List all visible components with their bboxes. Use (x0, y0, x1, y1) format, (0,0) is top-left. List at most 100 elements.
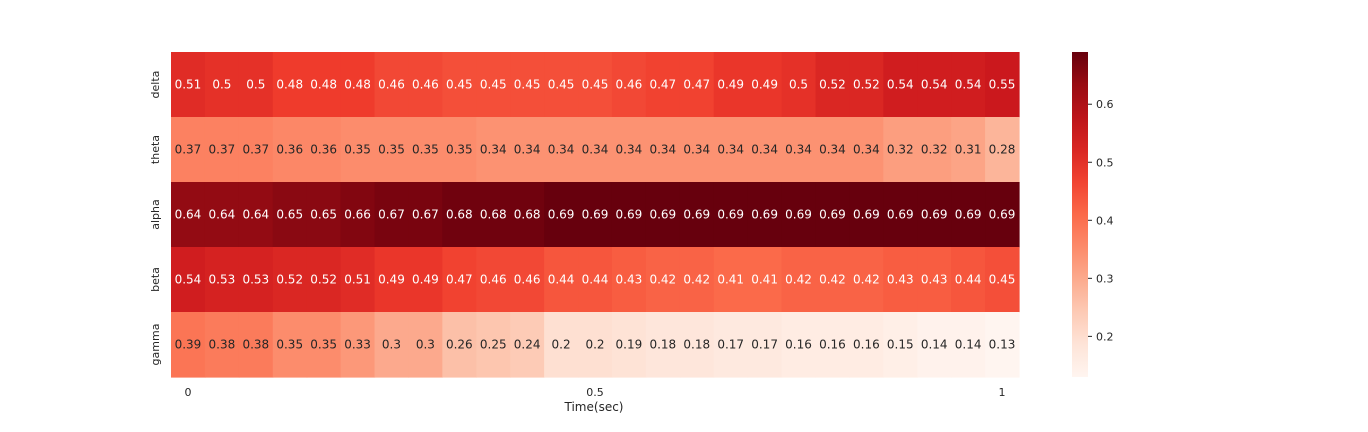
cell-value-label: 0.54 (921, 78, 948, 92)
cell-value-label: 0.17 (751, 338, 778, 352)
cell-value-label: 0.64 (242, 208, 269, 222)
heatmap-cell (645, 117, 681, 183)
heatmap-cell (917, 117, 952, 183)
heatmap-cell (781, 182, 817, 248)
heatmap-cell (442, 117, 477, 183)
heatmap-cell (578, 247, 613, 313)
cell-value-label: 0.44 (548, 273, 575, 287)
heatmap-cell (171, 117, 206, 183)
cell-value-label: 0.46 (378, 78, 405, 92)
cell-value-label: 0.67 (412, 208, 439, 222)
x-tick-label: 1 (999, 386, 1006, 399)
heatmap-cell (611, 247, 647, 313)
heatmap-cell (645, 247, 681, 313)
cell-value-label: 0.3 (382, 338, 401, 352)
cell-value-label: 0.37 (175, 143, 202, 157)
heatmap-cell (340, 52, 376, 118)
cell-value-label: 0.36 (310, 143, 337, 157)
heatmap-cell (544, 312, 579, 378)
heatmap-cell (442, 312, 477, 378)
cell-value-label: 0.69 (989, 208, 1016, 222)
cell-value-label: 0.34 (649, 143, 676, 157)
cell-value-label: 0.43 (921, 273, 948, 287)
heatmap-cell (679, 312, 715, 378)
heatmap-cell (883, 52, 918, 118)
heatmap-cell (476, 312, 511, 378)
cell-value-label: 0.53 (242, 273, 269, 287)
x-tick-label: 0.5 (586, 386, 604, 399)
heatmap-cell (544, 247, 579, 313)
cell-value-label: 0.49 (751, 78, 778, 92)
cell-value-label: 0.34 (683, 143, 710, 157)
heatmap-cell (204, 247, 240, 313)
heatmap-cell (578, 312, 613, 378)
cell-value-label: 0.35 (446, 143, 473, 157)
heatmap-cell (815, 52, 850, 118)
heatmap-cell (815, 117, 850, 183)
cell-value-label: 0.46 (616, 78, 643, 92)
cell-value-label: 0.32 (921, 143, 948, 157)
cell-value-label: 0.69 (785, 208, 812, 222)
cell-value-label: 0.47 (446, 273, 473, 287)
heatmap-cell (679, 182, 715, 248)
cell-value-label: 0.45 (548, 78, 575, 92)
heatmap-cell (883, 117, 918, 183)
cell-value-label: 0.66 (344, 208, 371, 222)
heatmap-cell (951, 312, 986, 378)
cell-value-label: 0.53 (209, 273, 236, 287)
heatmap-cell (510, 52, 545, 118)
heatmap-cell (306, 52, 342, 118)
cell-value-label: 0.68 (514, 208, 541, 222)
heatmap-cell (442, 182, 477, 248)
heatmap-cell (611, 117, 647, 183)
heatmap-cell (713, 182, 749, 248)
heatmap-cell (645, 182, 681, 248)
heatmap-cell (544, 52, 579, 118)
heatmap-cell (442, 52, 477, 118)
heatmap-cell (204, 117, 240, 183)
cell-value-label: 0.49 (412, 273, 439, 287)
heatmap-cell (476, 182, 511, 248)
cell-value-label: 0.16 (785, 338, 812, 352)
heatmap-cell (747, 247, 783, 313)
cell-value-label: 0.5 (246, 78, 265, 92)
heatmap-cell (238, 182, 274, 248)
cell-value-label: 0.54 (955, 78, 982, 92)
heatmap-cell (272, 52, 308, 118)
heatmap-cell (272, 312, 308, 378)
heatmap-cell (408, 117, 443, 183)
heatmap-cell (238, 312, 274, 378)
heatmap-cell (374, 312, 410, 378)
heatmap-cell (374, 182, 410, 248)
heatmap-cell (645, 312, 681, 378)
x-axis-label: Time(sec) (564, 400, 624, 414)
heatmap-cell (985, 182, 1020, 248)
heatmap-cell (679, 52, 715, 118)
cell-value-label: 0.47 (683, 78, 710, 92)
cell-value-label: 0.34 (819, 143, 846, 157)
cell-value-label: 0.34 (480, 143, 507, 157)
heatmap-cell (171, 247, 206, 313)
heatmap-cell (171, 182, 206, 248)
cell-value-label: 0.42 (819, 273, 846, 287)
heatmap-cell (510, 247, 545, 313)
cell-value-label: 0.35 (344, 143, 371, 157)
cell-value-label: 0.19 (616, 338, 643, 352)
heatmap-cell (306, 247, 342, 313)
heatmap-cell (849, 52, 884, 118)
colorbar-tick-label: 0.2 (1096, 330, 1114, 343)
cell-value-label: 0.15 (887, 338, 914, 352)
heatmap-cell (171, 312, 206, 378)
cell-value-label: 0.42 (649, 273, 676, 287)
cell-value-label: 0.69 (548, 208, 575, 222)
heatmap-cell (272, 182, 308, 248)
cell-value-label: 0.52 (853, 78, 880, 92)
cell-value-label: 0.51 (175, 78, 202, 92)
heatmap-cell (781, 247, 817, 313)
cell-value-label: 0.34 (548, 143, 575, 157)
cell-value-label: 0.3 (416, 338, 435, 352)
cell-value-label: 0.16 (819, 338, 846, 352)
cell-value-label: 0.2 (552, 338, 571, 352)
cell-value-label: 0.25 (480, 338, 507, 352)
colorbar-tick-label: 0.5 (1096, 156, 1114, 169)
